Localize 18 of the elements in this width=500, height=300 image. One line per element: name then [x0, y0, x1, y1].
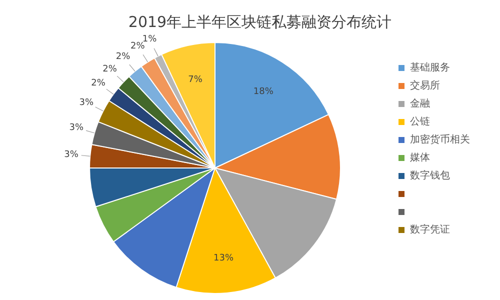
legend-label: 公链: [410, 116, 430, 128]
legend-label: 数字钱包: [410, 170, 450, 182]
data-label: 2%: [102, 64, 118, 75]
data-label: 3%: [79, 98, 94, 108]
legend-label: 基础服务: [410, 62, 450, 74]
legend-label: 加密货币相关: [410, 134, 470, 146]
data-label: 2%: [116, 52, 131, 62]
legend-label: 金融: [410, 98, 430, 110]
data-label: 2%: [91, 78, 106, 89]
data-label: 18%: [253, 87, 274, 98]
data-label: 7%: [188, 75, 203, 86]
chart-title: 2019年上半年区块链私募融资分布统计: [128, 12, 392, 31]
data-label: 3%: [64, 150, 79, 160]
legend-label: 交易所: [410, 80, 440, 92]
data-label: 3%: [69, 123, 84, 134]
data-label: 13%: [213, 253, 234, 264]
legend-label: 媒体: [410, 152, 430, 164]
legend-label: 数字凭证: [410, 224, 450, 236]
